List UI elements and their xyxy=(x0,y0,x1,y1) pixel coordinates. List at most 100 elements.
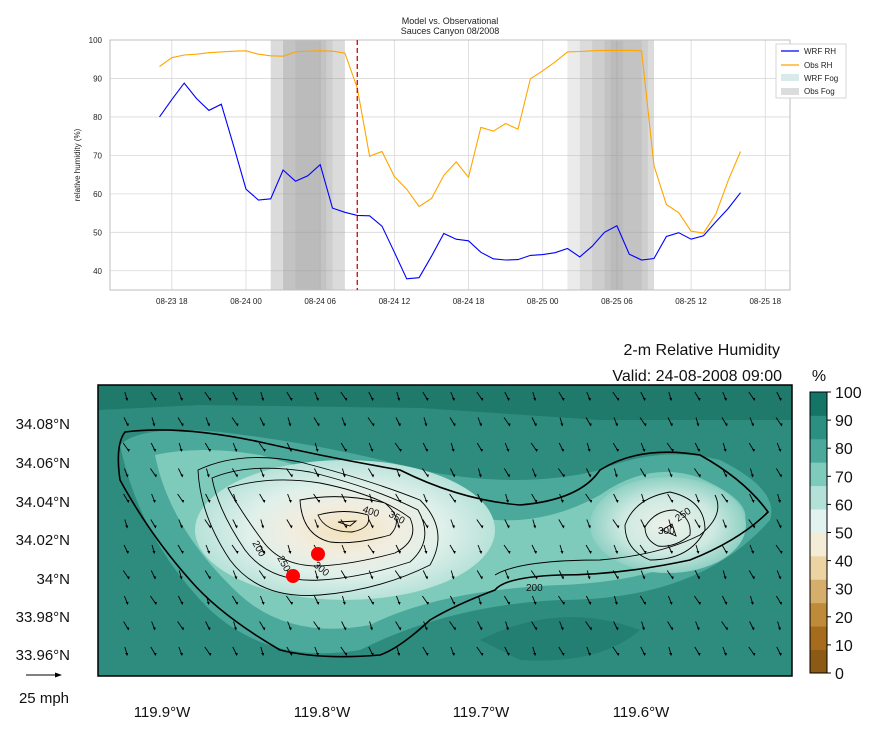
contour-summit-right xyxy=(661,523,677,537)
wind-arrow xyxy=(613,417,619,427)
wind-arrow xyxy=(559,544,564,554)
wind-arrow xyxy=(531,544,537,554)
wind-arrow xyxy=(259,417,265,427)
wind-arrow xyxy=(395,493,402,503)
wind-arrow xyxy=(341,493,347,503)
wind-arrow xyxy=(205,493,211,503)
field-plateau-right xyxy=(590,477,746,573)
wind-arrow xyxy=(232,646,238,656)
wind-arrow xyxy=(204,646,212,656)
wind-arrow xyxy=(260,519,265,529)
wind-arrow xyxy=(151,417,156,427)
wind-arrow xyxy=(422,442,429,452)
field-dark-band xyxy=(98,385,792,420)
wind-arrow xyxy=(586,646,591,656)
wind-arrow xyxy=(314,570,319,580)
wind-arrow xyxy=(122,570,130,580)
wind-arrow xyxy=(748,519,756,529)
wind-arrow xyxy=(775,544,783,554)
wind-arrow xyxy=(178,519,183,529)
wind-arrow xyxy=(178,391,183,401)
wind-arrow xyxy=(340,442,347,452)
wind-arrow xyxy=(204,519,212,529)
wind-arrow xyxy=(585,493,593,503)
wind-scale-key: 25 mph xyxy=(19,672,69,707)
colorbar-tick-label: 70 xyxy=(835,469,853,486)
wind-arrow xyxy=(586,442,591,452)
wind-arrow xyxy=(232,595,239,605)
wind-arrow xyxy=(231,417,239,427)
wind-arrow xyxy=(722,646,727,656)
y-tick-label: 90 xyxy=(93,74,102,83)
colorbar-tick-label: 50 xyxy=(835,526,853,543)
wind-arrow xyxy=(450,570,455,580)
wind-arrow xyxy=(396,646,401,656)
wind-arrow xyxy=(124,519,129,529)
wind-arrow xyxy=(150,442,157,452)
fog-band xyxy=(610,40,624,290)
wind-arrow xyxy=(640,519,646,529)
wind-arrow xyxy=(694,646,701,656)
colorbar-tick-label: 60 xyxy=(835,497,853,514)
wind-arrow xyxy=(205,417,211,427)
wind-arrow xyxy=(124,646,129,656)
legend-label-wrf-fog: WRF Fog xyxy=(804,74,838,83)
wind-arrow xyxy=(314,391,319,401)
wind-arrow xyxy=(586,391,591,401)
contour-250-right xyxy=(624,491,706,561)
wind-arrow xyxy=(151,621,156,631)
wind-arrow xyxy=(667,621,674,631)
wind-arrow xyxy=(613,468,618,478)
wind-arrow xyxy=(122,442,130,452)
wind-arrow xyxy=(178,570,183,580)
wind-arrow xyxy=(123,544,129,554)
legend-label-obs-fog: Obs Fog xyxy=(804,87,835,96)
station-marker xyxy=(311,547,325,561)
wind-arrow xyxy=(177,493,185,503)
colorbar-ticks: 0 10 20 30 40 50 60 70 80 90 100 xyxy=(827,385,862,683)
wind-arrow xyxy=(150,646,157,656)
fog-band xyxy=(592,40,648,290)
wind-arrow xyxy=(287,621,292,631)
wind-arrow xyxy=(233,493,237,503)
wind-arrow xyxy=(395,595,401,605)
x-tick-label: 08-25 18 xyxy=(749,297,781,306)
lon-tick: 119.7°W xyxy=(453,704,510,721)
wind-arrow xyxy=(695,621,700,631)
wind-arrow xyxy=(558,595,565,605)
wind-arrow xyxy=(340,391,348,401)
wind-arrow xyxy=(748,570,755,580)
wind-arrow xyxy=(585,544,592,554)
wind-arrow xyxy=(695,493,700,503)
wind-arrow xyxy=(151,544,156,554)
map-field: 400 350 300 250 200 300 250 200 xyxy=(98,385,792,676)
wind-arrow xyxy=(286,646,293,656)
wind-arrow xyxy=(777,493,781,503)
wind-arrow xyxy=(776,646,782,656)
contour-400-left xyxy=(317,511,370,533)
gridlines xyxy=(110,39,790,290)
colorbar-tick-label: 40 xyxy=(835,554,853,571)
y-tick-label: 60 xyxy=(93,190,102,199)
contour-label: 400 xyxy=(361,504,381,520)
wind-arrow xyxy=(258,442,266,452)
wind-arrow xyxy=(177,544,184,554)
wind-arrow xyxy=(476,570,483,580)
lon-tick: 119.8°W xyxy=(294,704,351,721)
wind-arrow xyxy=(558,646,565,656)
wind-arrow xyxy=(586,519,591,529)
wind-arrow xyxy=(721,493,729,503)
lat-tick: 33.98°N xyxy=(16,609,70,626)
y-tick-label: 40 xyxy=(93,267,102,276)
wind-arrow xyxy=(259,544,265,554)
wind-arrow xyxy=(313,417,320,427)
wind-arrow xyxy=(640,468,647,478)
wind-arrow xyxy=(749,595,754,605)
contour-label: 200 xyxy=(526,583,543,594)
wind-arrow xyxy=(613,493,619,503)
fog-band xyxy=(270,40,345,290)
wind-arrow xyxy=(232,519,238,529)
wind-arrow xyxy=(504,646,510,656)
wind-arrow xyxy=(558,570,565,580)
wind-arrow xyxy=(449,595,456,605)
